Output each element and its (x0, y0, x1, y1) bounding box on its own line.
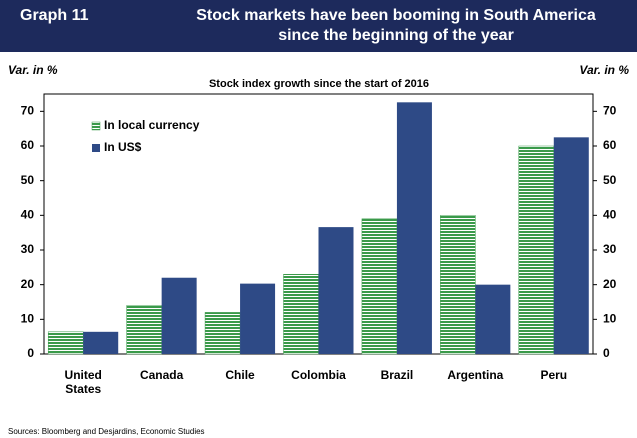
y-tick-label: 50 (21, 173, 35, 187)
y2-tick-label: 40 (603, 208, 617, 222)
bar (440, 215, 476, 355)
legend-label: In local currency (104, 118, 200, 132)
bar (553, 137, 589, 354)
bar (240, 283, 276, 354)
bar (475, 284, 511, 354)
y2-tick-label: 60 (603, 138, 617, 152)
x-tick-label: Argentina (447, 368, 503, 382)
x-tick-label: Canada (140, 368, 184, 382)
x-tick-label: Brazil (381, 368, 414, 382)
legend-swatch (91, 121, 101, 131)
y2-tick-label: 10 (603, 312, 617, 326)
y-tick-label: 20 (21, 277, 35, 291)
bar (318, 227, 354, 354)
header-band (0, 0, 637, 52)
bar (204, 312, 241, 355)
x-tick-label: Peru (540, 368, 567, 382)
y-tick-label: 60 (21, 138, 35, 152)
bar (83, 331, 119, 354)
y-tick-label: 70 (21, 104, 35, 118)
x-tick-label: Chile (225, 368, 255, 382)
y-axis-label: Var. in % (8, 63, 58, 77)
source: Sources: Bloomberg and Desjardins, Econo… (8, 427, 205, 436)
y2-tick-label: 0 (603, 346, 610, 360)
bar (47, 331, 84, 355)
chart-title: Stock markets have been booming in South… (196, 7, 596, 24)
y2-axis-label: Var. in % (579, 63, 629, 77)
y-tick-label: 10 (21, 312, 35, 326)
legend-swatch (92, 144, 100, 152)
header-label: Graph 11 (20, 7, 89, 24)
chart-title: since the beginning of the year (278, 27, 514, 44)
bar (161, 277, 197, 354)
bar (126, 305, 162, 355)
legend-label: In US$ (104, 140, 142, 154)
x-tick-label: Colombia (291, 368, 346, 382)
y-tick-label: 40 (21, 208, 35, 222)
bar (283, 274, 319, 355)
y-tick-label: 30 (21, 242, 35, 256)
bar (361, 218, 398, 355)
y-tick-label: 0 (27, 346, 34, 360)
y2-tick-label: 70 (603, 104, 617, 118)
x-tick-label: United States (65, 368, 102, 396)
y2-tick-label: 30 (603, 242, 617, 256)
bar (396, 102, 432, 354)
bar (518, 145, 555, 355)
subtitle: Stock index growth since the start of 20… (209, 78, 429, 90)
y2-tick-label: 50 (603, 173, 617, 187)
y2-tick-label: 20 (603, 277, 617, 291)
